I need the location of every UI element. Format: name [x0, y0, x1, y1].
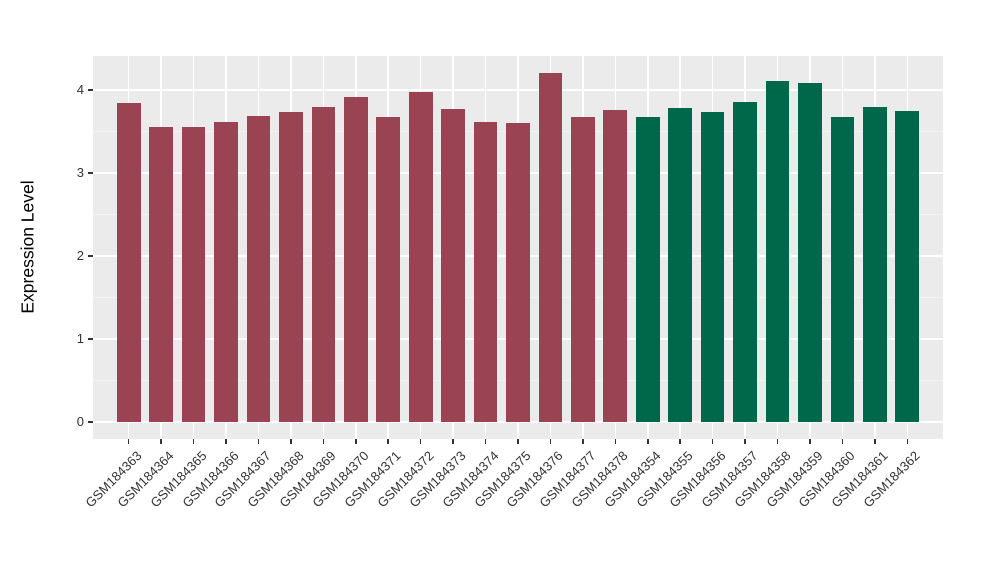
x-tick-mark	[419, 439, 422, 444]
y-tick-label: 0	[76, 414, 84, 429]
bar-GSM184372	[408, 92, 433, 422]
y-tick-mark	[88, 255, 93, 257]
y-tick-mark	[88, 172, 93, 174]
bar-GSM184377	[571, 117, 595, 422]
x-tick-mark	[841, 439, 844, 444]
x-tick-mark	[646, 439, 649, 444]
bar-GSM184357	[733, 102, 757, 422]
x-tick-mark	[452, 439, 454, 444]
x-tick-mark	[517, 439, 519, 444]
y-tick-label: 2	[76, 248, 84, 263]
x-tick-mark	[906, 439, 909, 444]
x-tick-mark	[387, 439, 390, 444]
bar-GSM184373	[441, 109, 465, 422]
bar-GSM184360	[830, 116, 855, 422]
bar-GSM184375	[506, 123, 530, 422]
y-tick-label: 3	[76, 165, 84, 180]
bar-GSM184359	[798, 82, 822, 422]
bar-GSM184364	[149, 127, 173, 422]
bar-GSM184361	[863, 107, 887, 422]
bar-GSM184356	[700, 112, 725, 422]
y-tick-label: 4	[76, 82, 84, 97]
x-tick-mark	[192, 439, 195, 444]
x-tick-mark	[290, 439, 292, 444]
bar-GSM184366	[214, 121, 238, 422]
x-tick-mark	[809, 439, 811, 444]
y-tick-label: 1	[76, 331, 84, 346]
y-tick-mark	[88, 89, 93, 91]
x-tick-mark	[679, 439, 681, 444]
y-axis-title: Expression Level	[17, 180, 38, 314]
bar-GSM184378	[603, 109, 628, 422]
bar-GSM184355	[668, 108, 693, 422]
x-tick-mark	[711, 439, 714, 444]
bar-GSM184374	[473, 121, 498, 422]
x-tick-mark	[257, 439, 260, 444]
bar-GSM184354	[635, 117, 660, 422]
bar-GSM184362	[895, 110, 920, 422]
bar-GSM184371	[376, 116, 401, 422]
x-tick-mark	[127, 439, 130, 444]
x-tick-mark	[549, 439, 552, 444]
x-tick-mark	[614, 439, 617, 444]
bar-GSM184369	[311, 107, 336, 422]
y-tick-mark	[88, 338, 93, 340]
x-tick-mark	[160, 439, 162, 444]
bar-GSM184367	[246, 115, 271, 422]
bar-GSM184370	[343, 96, 368, 422]
plot-panel	[93, 56, 943, 439]
x-tick-mark	[874, 439, 876, 444]
x-tick-mark	[582, 439, 584, 444]
bar-GSM184363	[116, 103, 141, 422]
x-tick-mark	[484, 439, 487, 444]
bar-GSM184368	[279, 111, 303, 422]
x-tick-mark	[744, 439, 746, 444]
bar-GSM184376	[538, 73, 563, 422]
x-tick-mark	[354, 439, 357, 444]
bar-GSM184358	[765, 80, 790, 422]
bar-GSM184365	[181, 126, 206, 422]
y-tick-mark	[88, 421, 93, 423]
x-tick-mark	[322, 439, 325, 444]
x-tick-mark	[225, 439, 227, 444]
x-tick-mark	[776, 439, 779, 444]
